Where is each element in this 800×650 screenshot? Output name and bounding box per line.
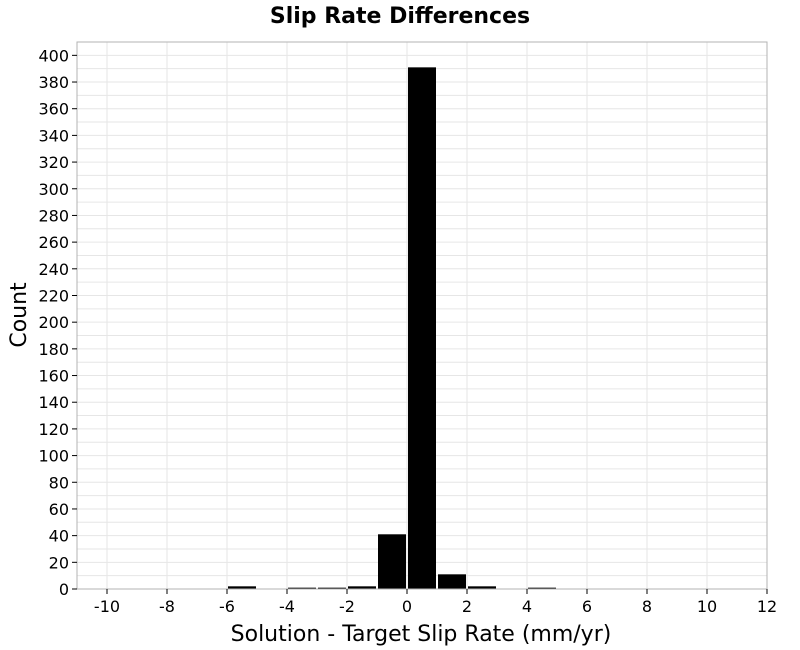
x-tick-label: 4 <box>522 597 532 616</box>
x-axis-ticks: -10 -8 -6 -4 -2 0 2 4 6 8 10 12 <box>94 589 777 616</box>
y-tick-label: 240 <box>38 260 69 279</box>
plot-area-frame <box>76 41 768 590</box>
histogram-bar <box>438 574 466 589</box>
x-tick-label: -6 <box>219 597 235 616</box>
y-tick-label: 140 <box>38 393 69 412</box>
x-tick-label: 6 <box>582 597 592 616</box>
x-tick-label: -4 <box>279 597 295 616</box>
y-tick-label: 40 <box>49 527 69 546</box>
histogram-bar <box>408 67 436 590</box>
bars <box>228 67 556 590</box>
y-tick-label: 320 <box>38 153 69 172</box>
x-axis-label: Solution - Target Slip Rate (mm/yr) <box>231 622 612 647</box>
y-tick-label: 380 <box>38 73 69 92</box>
histogram-bar <box>318 587 346 589</box>
y-tick-label: 280 <box>38 206 69 225</box>
y-tick-label: 220 <box>38 286 69 305</box>
y-tick-label: 200 <box>38 313 69 332</box>
histogram-bar <box>468 586 496 589</box>
x-tick-label: 8 <box>642 597 652 616</box>
y-tick-label: 0 <box>59 580 69 599</box>
y-tick-label: 300 <box>38 180 69 199</box>
y-tick-label: 20 <box>49 553 69 572</box>
x-tick-label: -8 <box>159 597 175 616</box>
y-tick-label: 360 <box>38 100 69 119</box>
histogram-bar <box>288 587 316 589</box>
chart-title: Slip Rate Differences <box>270 4 530 29</box>
y-tick-label: 60 <box>49 500 69 519</box>
y-axis-ticks: 0 20 40 60 80 100 120 140 160 180 200 220 240 260 280 3… <box>38 46 77 599</box>
histogram-bar <box>228 586 256 589</box>
x-tick-label: 2 <box>462 597 472 616</box>
y-tick-label: 100 <box>38 447 69 466</box>
histogram-bar <box>528 587 556 589</box>
x-tick-label: 12 <box>757 597 777 616</box>
histogram-bar <box>378 534 406 589</box>
y-tick-label: 160 <box>38 367 69 386</box>
x-tick-label: 0 <box>402 597 412 616</box>
y-tick-label: 80 <box>49 473 69 492</box>
y-tick-label: 260 <box>38 233 69 252</box>
y-tick-label: 120 <box>38 420 69 439</box>
y-tick-label: 400 <box>38 46 69 65</box>
histogram-bar <box>348 586 376 589</box>
y-tick-label: 180 <box>38 340 69 359</box>
y-axis-label: Count <box>7 282 32 348</box>
y-tick-label: 340 <box>38 126 69 145</box>
x-tick-label: -2 <box>339 597 355 616</box>
x-tick-label: -10 <box>94 597 120 616</box>
x-tick-label: 10 <box>697 597 717 616</box>
